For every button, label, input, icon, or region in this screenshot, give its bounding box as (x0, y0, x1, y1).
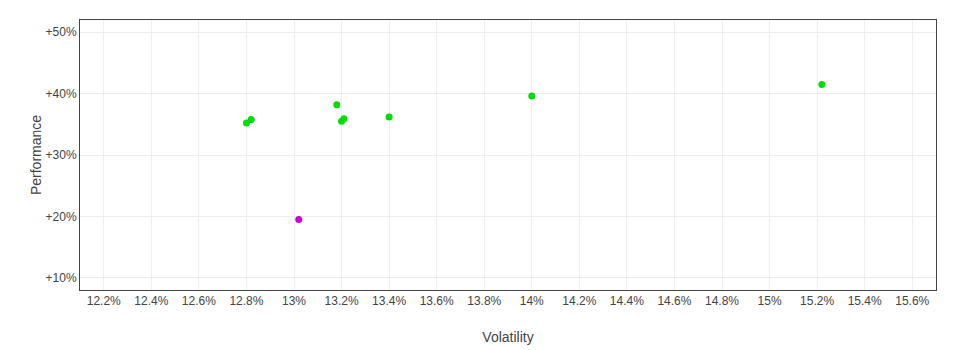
svg-text:14%: 14% (520, 294, 544, 308)
svg-text:14.2%: 14.2% (562, 294, 596, 308)
svg-text:15.4%: 15.4% (848, 294, 882, 308)
svg-text:12.6%: 12.6% (182, 294, 216, 308)
svg-text:14.4%: 14.4% (610, 294, 644, 308)
svg-text:+50%: +50% (46, 25, 77, 39)
svg-text:15.6%: 15.6% (895, 294, 929, 308)
svg-text:+20%: +20% (46, 210, 77, 224)
svg-text:13%: 13% (282, 294, 306, 308)
svg-text:Volatility: Volatility (482, 329, 533, 345)
svg-text:12.8%: 12.8% (229, 294, 263, 308)
svg-text:13.2%: 13.2% (325, 294, 359, 308)
svg-text:+40%: +40% (46, 87, 77, 101)
svg-text:13.8%: 13.8% (467, 294, 501, 308)
svg-text:12.4%: 12.4% (134, 294, 168, 308)
svg-text:Performance: Performance (28, 115, 44, 195)
svg-text:12.2%: 12.2% (87, 294, 121, 308)
svg-text:15.2%: 15.2% (800, 294, 834, 308)
svg-text:+10%: +10% (46, 271, 77, 285)
svg-text:14.8%: 14.8% (705, 294, 739, 308)
svg-text:15%: 15% (758, 294, 782, 308)
svg-text:+30%: +30% (46, 148, 77, 162)
svg-text:13.4%: 13.4% (372, 294, 406, 308)
svg-text:13.6%: 13.6% (420, 294, 454, 308)
svg-text:14.6%: 14.6% (657, 294, 691, 308)
